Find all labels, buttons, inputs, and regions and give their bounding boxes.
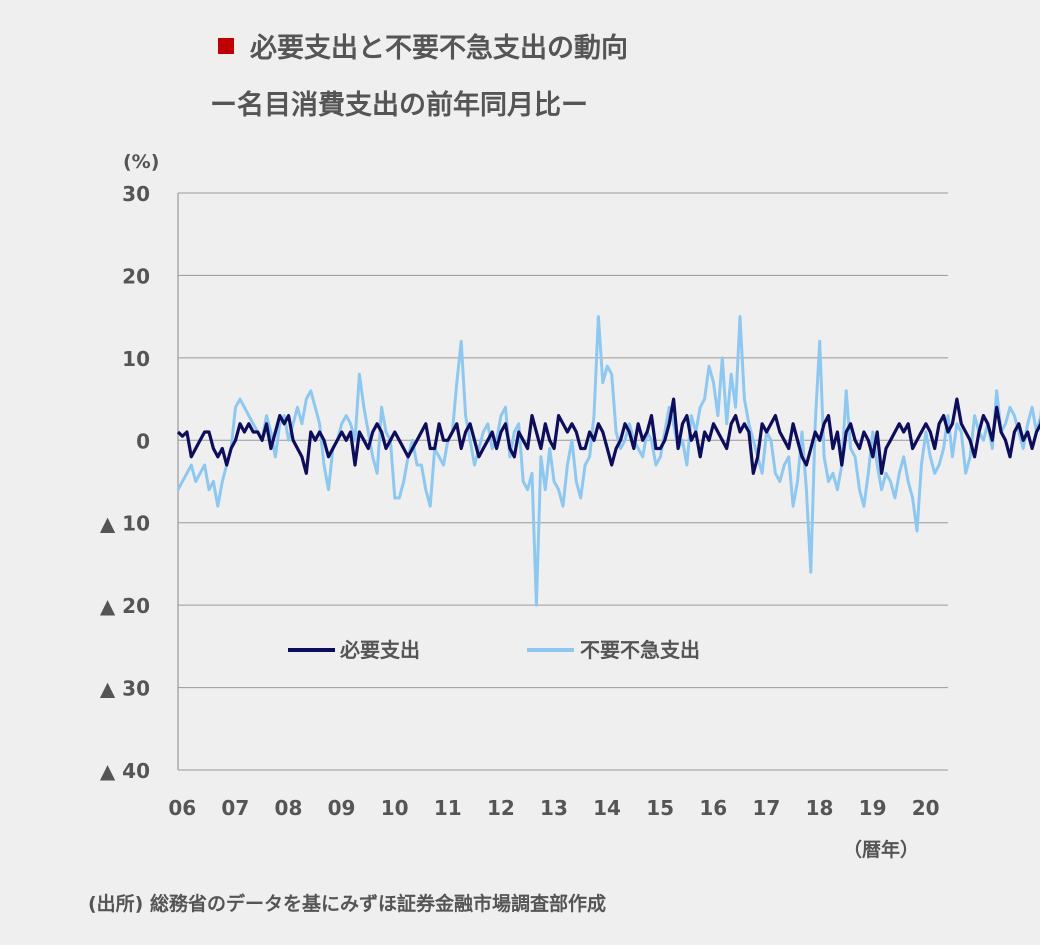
x-tick-label: 15 <box>646 796 674 820</box>
y-tick-label: 20 <box>122 264 150 288</box>
series-line-necessary <box>176 397 1040 475</box>
y-tick-label: ▲ 30 <box>100 677 150 701</box>
x-tick-label: 20 <box>912 796 940 820</box>
x-tick-label: 11 <box>434 796 462 820</box>
x-tick-labels: 06 07 08 09 10 11 12 13 14 15 16 17 18 19 20 <box>168 796 939 820</box>
gridlines <box>178 192 948 771</box>
legend-label-nonessential: 不要不急支出 <box>580 638 700 662</box>
x-tick-label: 19 <box>859 796 887 820</box>
x-tick-label: 14 <box>593 796 621 820</box>
y-axis-label: (%) <box>123 151 159 173</box>
legend-label-necessary: 必要支出 <box>339 638 420 662</box>
title-marker-square <box>218 38 234 54</box>
y-tick-label: ▲ 20 <box>100 594 150 618</box>
x-tick-label: 10 <box>381 796 409 820</box>
x-tick-label: 12 <box>487 796 515 820</box>
series-line-nonessential <box>176 315 1040 607</box>
series-lines <box>176 315 1040 607</box>
legend: 必要支出 不要不急支出 <box>288 638 700 662</box>
x-tick-label: 13 <box>540 796 568 820</box>
x-tick-label: 08 <box>275 796 303 820</box>
x-tick-label: 07 <box>221 796 249 820</box>
y-tick-label: ▲ 40 <box>100 759 150 783</box>
y-tick-label: ▲ 10 <box>100 512 150 536</box>
chart-title: 必要支出と不要不急支出の動向 <box>218 26 628 65</box>
chart-title-text: 必要支出と不要不急支出の動向 <box>250 33 628 64</box>
source-note: (出所) 総務省のデータを基にみずほ証券金融市場調査部作成 <box>88 893 606 915</box>
x-tick-label: 09 <box>328 796 356 820</box>
y-tick-label: 0 <box>136 429 150 453</box>
x-tick-label: 06 <box>168 796 196 820</box>
x-tick-label: 17 <box>752 796 780 820</box>
x-axis-label: （暦年） <box>843 838 919 861</box>
x-tick-label: 18 <box>806 796 834 820</box>
chart-subtitle: ー名目消費支出の前年同月比ー <box>210 90 588 121</box>
y-tick-label: 30 <box>122 182 150 206</box>
x-tick-label: 16 <box>699 796 727 820</box>
y-tick-label: 10 <box>122 347 150 371</box>
y-tick-labels: 30 20 10 0 ▲ 10 ▲ 20 ▲ 30 ▲ 40 <box>100 182 150 783</box>
